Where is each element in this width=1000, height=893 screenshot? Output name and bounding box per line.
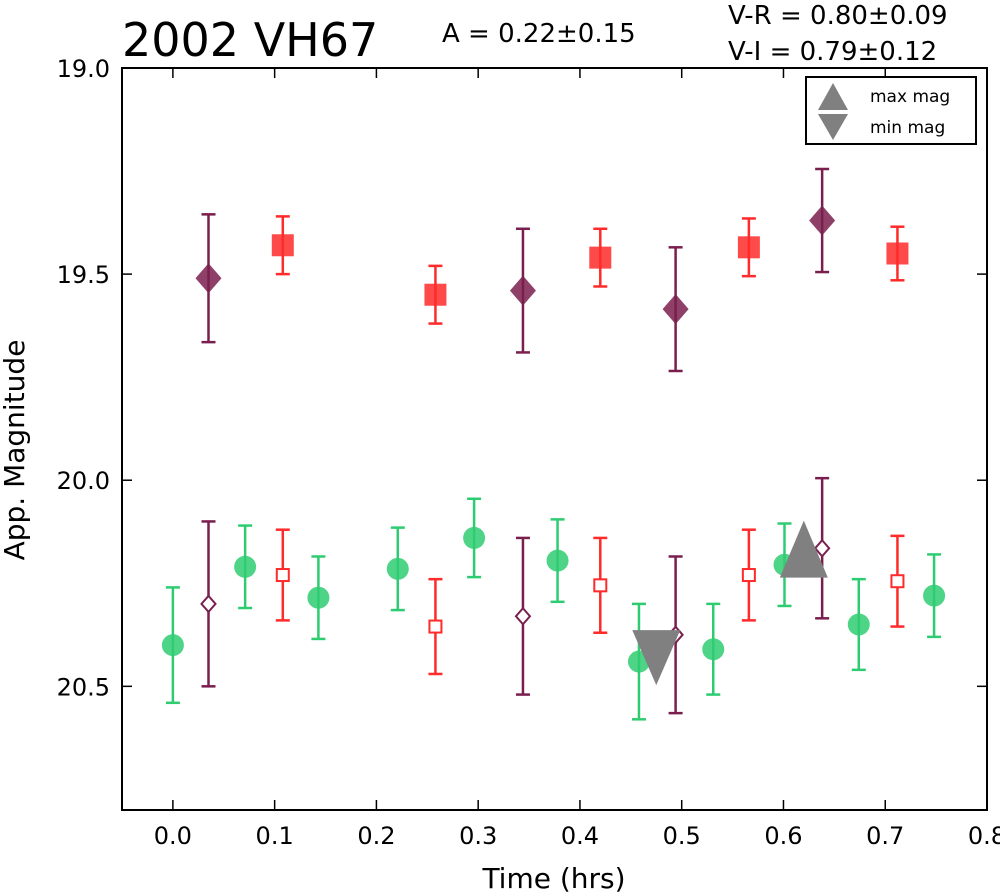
data-point-square-open <box>275 568 290 583</box>
data-point-square <box>589 246 612 269</box>
v-minus-r-label: V-R = 0.80±0.09 <box>728 1 948 31</box>
data-point-square <box>424 283 447 306</box>
data-point-circle <box>847 613 870 636</box>
max-mag-triangle-icon <box>818 83 848 110</box>
min-mag-marker <box>632 630 681 686</box>
x-tick-label: 0.6 <box>764 822 802 850</box>
plot-frame <box>121 67 988 811</box>
axis-ticks: 0.0 0.1 0.2 0.3 0.4 0.5 0.6 0.7 0.8 19.0 19.5 20.0 2… <box>57 55 1000 850</box>
data-point-square-open <box>741 568 756 583</box>
data-point-square <box>271 234 294 257</box>
legend: max mag min mag <box>805 76 977 145</box>
y-tick-label: 19.5 <box>57 261 110 289</box>
y-tick-label: 19.0 <box>57 55 110 83</box>
data-point-circle <box>307 586 330 609</box>
data-points <box>161 205 946 673</box>
x-tick-label: 0.8 <box>968 822 1000 850</box>
y-axis-label: App. Magnitude <box>0 340 31 561</box>
data-point-circle <box>463 526 486 549</box>
x-tick-label: 0.1 <box>256 822 294 850</box>
data-point-square-open <box>890 574 905 589</box>
x-tick-label: 0.7 <box>866 822 904 850</box>
data-point-circle <box>161 634 184 657</box>
y-tick-label: 20.0 <box>57 467 110 495</box>
legend-min-label: min mag <box>870 118 945 138</box>
data-point-square-open <box>593 578 608 593</box>
data-point-diamond-open <box>200 594 217 614</box>
max-mag-marker <box>779 520 828 578</box>
data-point-circle <box>923 584 946 607</box>
data-point-diamond-open <box>514 606 532 626</box>
data-point-square-open <box>428 619 443 634</box>
amplitude-label: A = 0.22±0.15 <box>442 19 636 49</box>
object-name-title: 2002 VH67 <box>122 13 378 67</box>
x-tick-label: 0.2 <box>357 822 395 850</box>
data-point-diamond <box>195 263 222 294</box>
x-tick-label: 0.5 <box>663 822 701 850</box>
data-point-diamond-open <box>813 538 831 558</box>
data-point-square <box>886 242 909 265</box>
data-point-circle <box>546 549 569 572</box>
data-point-diamond <box>662 294 689 325</box>
x-tick-label: 0.4 <box>561 822 599 850</box>
min-mag-triangle-icon <box>818 114 848 140</box>
legend-max-label: max mag <box>870 87 950 107</box>
x-tick-label: 0.3 <box>459 822 497 850</box>
y-tick-label: 20.5 <box>57 673 110 701</box>
data-point-diamond <box>809 205 836 236</box>
data-point-circle <box>234 555 257 578</box>
x-axis-label: Time (hrs) <box>481 862 625 893</box>
data-point-circle <box>386 557 409 580</box>
v-minus-i-label: V-I = 0.79±0.12 <box>728 37 937 67</box>
extreme-markers <box>632 520 828 686</box>
data-point-circle <box>702 638 725 661</box>
data-point-square <box>737 236 760 259</box>
data-point-diamond <box>509 275 536 306</box>
x-tick-label: 0.0 <box>154 822 192 850</box>
